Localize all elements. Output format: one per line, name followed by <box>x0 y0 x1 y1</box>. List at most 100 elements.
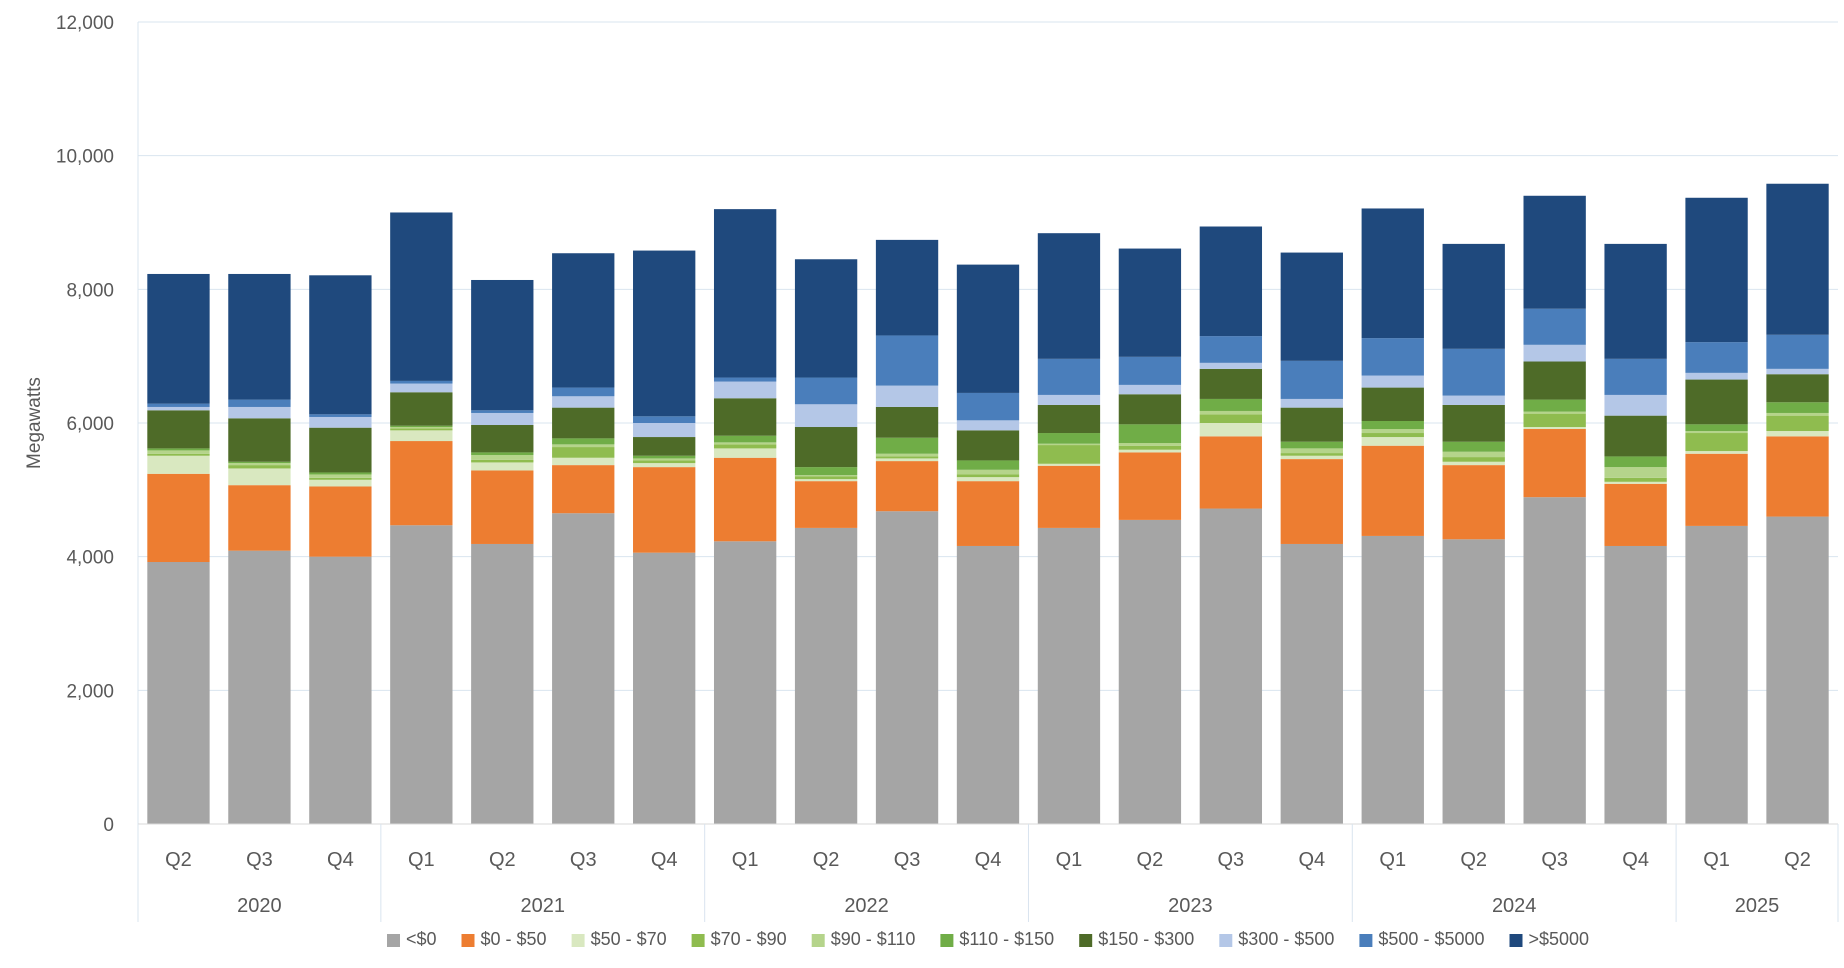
bar-segment <box>552 387 615 397</box>
legend-item: $0 - $50 <box>461 929 547 949</box>
bar-segment <box>552 253 615 388</box>
bar-segment <box>147 273 210 404</box>
x-tick-label: Q1 <box>732 849 759 871</box>
bar-segment <box>1118 452 1182 520</box>
bar-segment <box>1361 433 1424 438</box>
legend-item: $110 - $150 <box>940 929 1054 949</box>
bar-segment <box>1442 465 1505 540</box>
bar-segment <box>633 552 696 824</box>
bar-segment <box>1199 414 1263 423</box>
bar-segment <box>1523 427 1586 430</box>
bar-segment <box>228 406 291 419</box>
legend-label: <$0 <box>406 929 437 949</box>
bar-segment <box>309 472 372 475</box>
bar-segment <box>147 410 210 449</box>
bar-segment <box>1280 398 1343 408</box>
bar-segment <box>228 550 291 824</box>
bar-segment <box>1199 226 1263 337</box>
y-tick-label: 10,000 <box>56 147 114 168</box>
bar-segment <box>1442 395 1505 405</box>
bar-segment <box>1442 451 1505 458</box>
bar-segment <box>309 479 372 487</box>
bar-segment <box>713 541 777 824</box>
bar-segment <box>471 412 534 426</box>
bar-segment <box>1037 527 1101 824</box>
bar-segment <box>1361 338 1424 376</box>
bar-segment <box>1685 197 1748 343</box>
bar-segment <box>1280 459 1343 544</box>
bar-segment <box>875 437 939 454</box>
year-label: 2023 <box>1168 895 1213 917</box>
bar-segment <box>228 418 291 462</box>
bar-segment <box>309 414 372 417</box>
bar-segment <box>794 527 858 824</box>
bar-segment <box>633 463 696 468</box>
bar-segment <box>228 463 291 466</box>
bar-segment <box>1118 356 1182 385</box>
bar-segment <box>1361 421 1424 430</box>
year-label: 2025 <box>1735 895 1780 917</box>
bar-segment <box>633 467 696 553</box>
bar-segment <box>1685 342 1748 373</box>
bar-segment <box>309 427 372 473</box>
bar-segment <box>1037 463 1101 466</box>
bar-segment <box>1118 248 1182 357</box>
legend-item: $90 - $110 <box>811 929 915 949</box>
legend: <$0 $0 - $50 $50 - $70 $70 - $90 $90 - $110 $… <box>387 929 1589 949</box>
bar-segment <box>1766 402 1829 413</box>
bar-segment <box>1604 483 1667 546</box>
bar-segment <box>1766 374 1829 403</box>
y-axis: 0 2,000 4,000 6,000 8,000 10,000 12,000 <box>56 13 114 836</box>
x-tick-label: Q4 <box>975 849 1002 871</box>
bar-segment <box>1037 233 1101 359</box>
bar-segment <box>1523 308 1586 345</box>
bar-segment <box>1442 539 1505 824</box>
year-label: 2021 <box>521 895 566 917</box>
bar-segment <box>1766 415 1829 432</box>
bar-segment <box>471 410 534 413</box>
bar-segment <box>1766 431 1829 437</box>
bar-segment <box>1685 525 1748 824</box>
bar-segment <box>552 444 615 448</box>
bar-segment <box>875 335 939 386</box>
bar-segment <box>713 209 777 378</box>
bar-segment <box>956 430 1020 461</box>
bar-segment <box>1037 465 1101 528</box>
bar-segment <box>1199 398 1263 411</box>
bar-segment <box>875 385 939 407</box>
bar-segment <box>1523 399 1586 412</box>
bar-segment <box>1604 358 1667 395</box>
bar-segment <box>956 392 1020 421</box>
bar-segment <box>147 406 210 411</box>
bar-segment <box>390 427 453 429</box>
bar-segment <box>309 486 372 557</box>
bar-segment <box>471 543 534 824</box>
legend-label: $110 - $150 <box>959 929 1054 949</box>
bar-segment <box>228 468 291 486</box>
legend-label: >$5000 <box>1529 929 1590 949</box>
bar-segment <box>1361 445 1424 536</box>
bar-segment <box>471 455 534 460</box>
x-axis: Q2 Q3 Q4 Q1 Q2 Q3 Q4 Q1 Q2 Q3 Q4 Q1 Q2 Q3 Q4 Q1 Q2 Q3 Q4 Q1… <box>137 823 1839 922</box>
bar-segment <box>1766 334 1829 369</box>
bar-segment <box>794 476 858 480</box>
bar-segment <box>1523 195 1586 309</box>
legend-swatch <box>940 934 954 947</box>
x-tick-label: Q2 <box>489 849 516 871</box>
bar-segment <box>228 461 291 464</box>
bar-segment <box>228 465 291 469</box>
bar-segment <box>1604 481 1667 484</box>
x-tick-label: Q4 <box>651 849 678 871</box>
bar-segment <box>956 420 1020 431</box>
x-tick-label: Q1 <box>1703 849 1730 871</box>
bar-segment <box>147 448 210 451</box>
bar-segment <box>471 279 534 411</box>
bar-segment <box>633 423 696 438</box>
bar-segment <box>1361 535 1424 824</box>
bar-segment <box>228 399 291 407</box>
x-tick-label: Q1 <box>408 849 435 871</box>
x-tick-label: Q2 <box>813 849 840 871</box>
bar-segment <box>713 444 777 449</box>
bar-segment <box>147 453 210 456</box>
bar-segment <box>390 380 453 384</box>
